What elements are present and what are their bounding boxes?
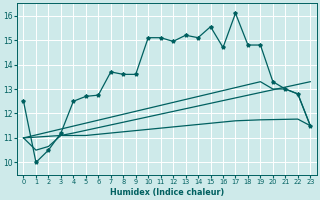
X-axis label: Humidex (Indice chaleur): Humidex (Indice chaleur) <box>110 188 224 197</box>
